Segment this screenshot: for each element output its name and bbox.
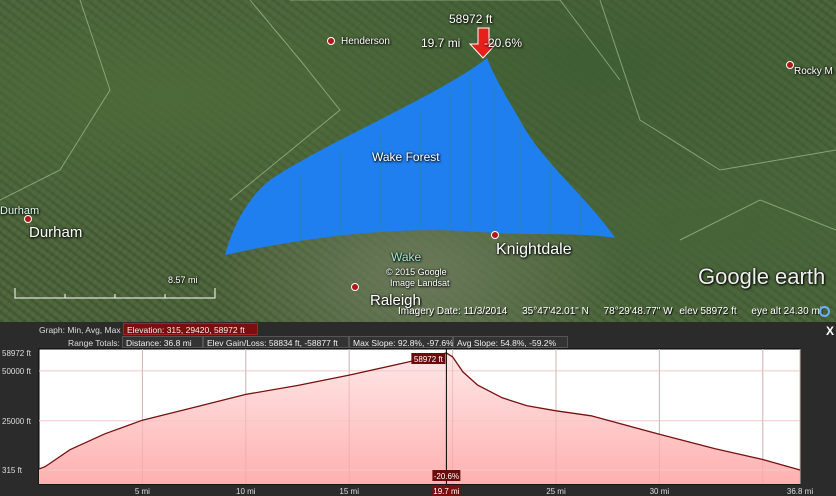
eye-altitude: eye alt 24.30 mi [751,306,823,317]
place-henderson[interactable]: Henderson [341,36,390,47]
y-tick-label: 25000 ft [2,417,32,426]
place-durham-county: Durham [0,205,40,217]
map-overlay [0,0,836,299]
cursor-slope: -20.6% [434,472,459,481]
cursor-slope-tag [432,470,461,481]
x-tick-label: 36.8 mi [787,487,813,496]
place-rocky-mount[interactable]: Rocky M [794,66,833,77]
scale-bar [14,288,216,299]
elevation-area [39,353,800,484]
graph-label: Graph: Min, Avg, Max [39,325,121,335]
elevation-path-shape [225,58,615,255]
x-tick-label: 5 mi [135,487,150,496]
elev-gain-loss-box: Elev Gain/Loss: 58834 ft, -58877 ft [203,336,349,348]
elevation-line [38,352,801,471]
latitude: 35°47'42.01" N [522,306,589,317]
x-tick-label: 10 mi [236,487,256,496]
range-totals-label: Range Totals: [68,338,120,348]
cursor-distance: 19.7 mi [433,487,459,496]
elevation-readout: elev 58972 ft [679,306,737,317]
place-marker[interactable] [491,231,499,239]
place-raleigh[interactable]: Raleigh [370,292,421,309]
cursor-elevation: 58972 ft [414,355,444,364]
y-tick-label: 50000 ft [2,367,32,376]
max-slope-box: Max Slope: 92.8%, -97.6% [349,336,454,348]
scale-label: 8.57 mi [168,275,198,285]
pointer-slope: -20.6% [484,36,523,50]
elevation-path-lines [299,75,581,245]
y-tick-label: 58972 ft [2,349,32,358]
place-durham[interactable]: Durham [29,224,83,241]
imagery-source: Image Landsat [390,278,450,288]
elevation-chart[interactable]: 5 mi 10 mi 15 mi 25 mi 30 mi 36.8 mi 58972 ft 5… [0,322,836,496]
place-wake-county: Wake [391,250,422,264]
map-view[interactable]: 58972 ft 19.7 mi -20.6% Henderson Rocky … [0,0,836,322]
distance-box: Distance: 36.8 mi [122,336,203,348]
x-tick-label: 25 mi [546,487,566,496]
elevation-profile-panel: Graph: Min, Avg, Max Elevation: 315, 294… [0,322,836,496]
pointer-distance: 19.7 mi [421,36,461,50]
pointer-arrow-icon [468,27,498,59]
pointer-elevation: 58972 ft [449,12,493,26]
x-tick-label: 30 mi [650,487,670,496]
cursor-elevation-tag [411,353,446,364]
place-marker[interactable] [24,215,32,223]
google-earth-logo: Google earth [698,264,826,289]
place-wake-forest[interactable]: Wake Forest [372,150,440,164]
x-tick-label: 15 mi [339,487,359,496]
status-bar: Imagery Date: 11/3/2014 35°47'42.01" N 7… [398,306,826,317]
avg-slope-box: Avg Slope: 54.8%, -59.2% [453,336,568,348]
longitude: 78°29'48.77" W [603,306,673,317]
place-marker[interactable] [327,37,335,45]
cursor-distance-tag [432,485,461,496]
place-marker[interactable] [351,283,359,291]
place-marker[interactable] [786,61,794,69]
y-tick-label: 315 ft [2,466,23,475]
imagery-date: Imagery Date: 11/3/2014 [398,306,508,317]
close-button[interactable]: X [825,324,834,338]
loading-indicator-icon [819,306,830,317]
place-knightdale[interactable]: Knightdale [496,241,572,258]
copyright: © 2015 Google [386,267,447,277]
elevation-stat-box[interactable]: Elevation: 315, 29420, 58972 ft [123,323,258,335]
county-borders [0,0,836,241]
